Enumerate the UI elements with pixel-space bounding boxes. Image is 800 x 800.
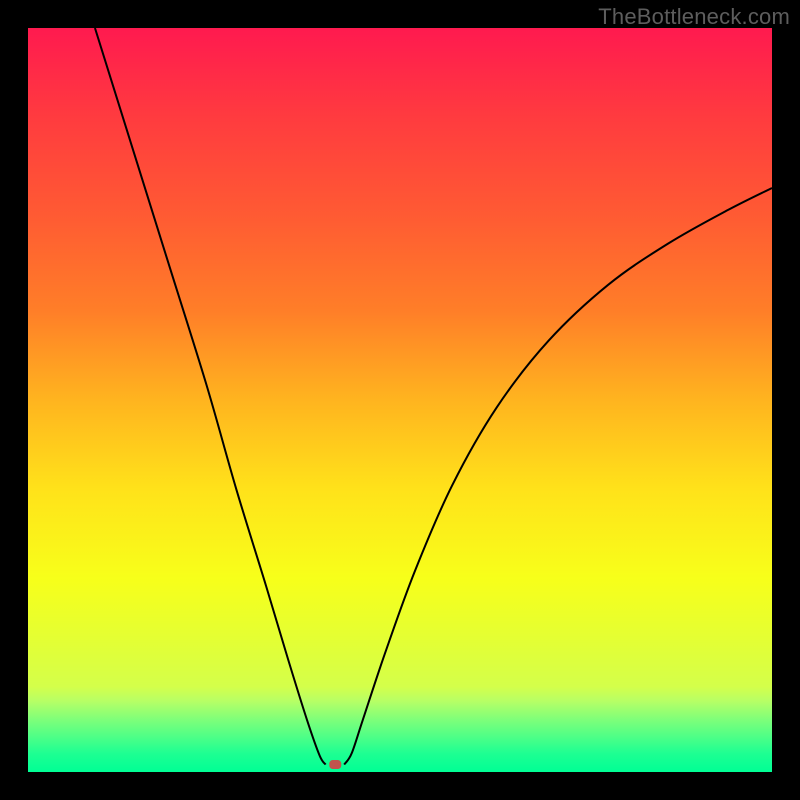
watermark-text: TheBottleneck.com xyxy=(598,4,790,30)
chart-frame: TheBottleneck.com xyxy=(0,0,800,800)
plot-background xyxy=(28,28,772,772)
bottleneck-chart xyxy=(0,0,800,800)
chart-svg-wrap xyxy=(0,0,800,800)
minimum-marker xyxy=(330,761,341,769)
